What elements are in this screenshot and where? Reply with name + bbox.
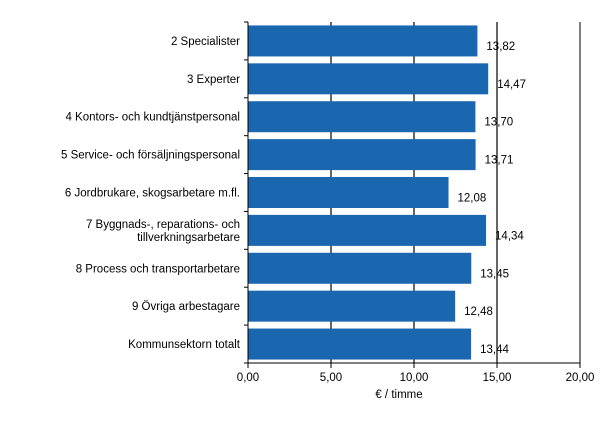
x-tick-label: 15,00 [483,372,512,384]
data-label: 14,47 [497,79,526,91]
x-tick-label: 10,00 [400,372,429,384]
category-label: 6 Jordbrukare, skogsarbetare m.fl. [65,188,240,200]
bar [248,101,476,133]
bar [248,139,476,171]
data-label: 13,82 [486,41,515,53]
category-label: Kommunsektorn totalt [128,339,241,351]
data-label: 13,44 [480,344,509,356]
category-label: 4 Kontors- och kundtjänstpersonal [65,112,240,124]
bar [248,290,456,322]
bar [248,252,472,284]
category-label: 3 Experter [187,74,240,86]
x-axis-title: € / timme [375,389,422,401]
data-label: 12,08 [458,193,487,205]
category-label: 5 Service- och försäljningspersonal [61,150,240,162]
bar [248,25,478,57]
category-label: 2 Specialister [171,36,240,48]
data-label: 12,48 [464,306,493,318]
category-label: 8 Process och transportarbetare [76,263,240,275]
bar [248,177,449,208]
category-label: 9 Övriga arbestagare [132,301,240,313]
data-label: 14,34 [495,230,524,242]
data-label: 13,71 [485,155,514,167]
category-label: tillverkningsarbetare [137,232,240,244]
data-label: 13,70 [484,117,513,129]
x-tick-label: 20,00 [566,372,595,384]
bar [248,328,472,360]
category-label: 7 Byggnads-, reparations- och [86,219,240,231]
bar [248,214,487,246]
x-tick-label: 0,00 [237,372,259,384]
data-label: 13,45 [480,268,509,280]
bar [248,63,489,95]
x-tick-label: 5,00 [320,372,342,384]
